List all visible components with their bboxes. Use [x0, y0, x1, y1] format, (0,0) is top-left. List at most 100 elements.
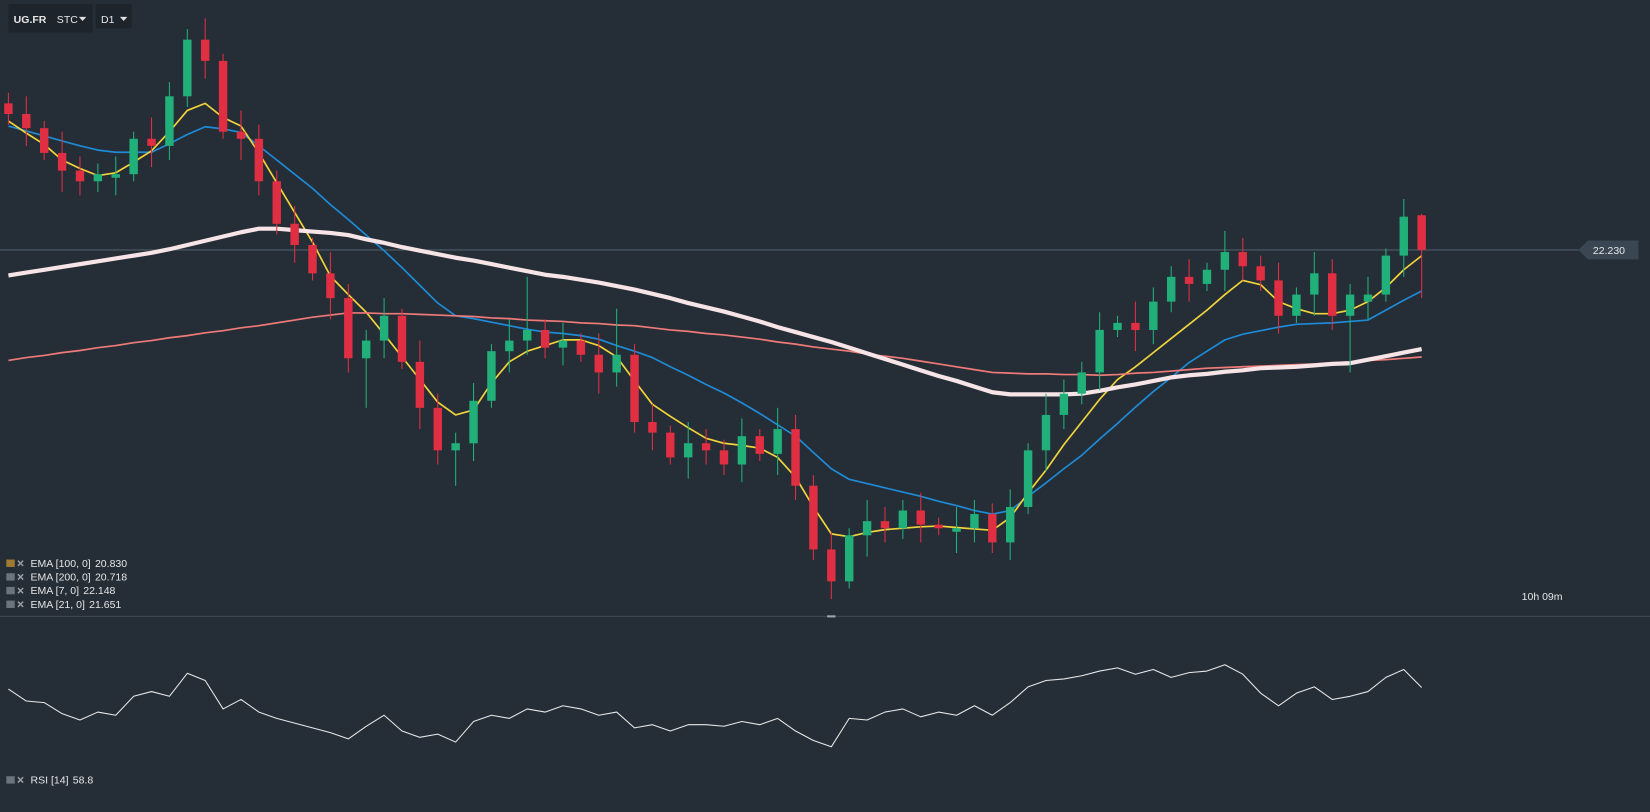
candle-body — [4, 103, 13, 114]
legend-remove[interactable] — [17, 587, 24, 594]
timeframe-selector[interactable]: D1 — [95, 4, 132, 29]
candle-body — [952, 528, 961, 532]
candle-body — [862, 521, 872, 536]
legend-entry[interactable]: EMA [200, 0] 20.718 — [6, 571, 127, 583]
candle-body — [111, 174, 120, 178]
legend-text: RSI [14] 58.8 — [31, 774, 94, 786]
candle-body — [487, 351, 496, 401]
legend-remove[interactable] — [17, 776, 24, 784]
candle-body — [218, 60, 228, 132]
candle-body — [1238, 252, 1247, 267]
ema-line — [7, 102, 1423, 538]
candle-body — [648, 422, 657, 433]
candle-body — [1363, 294, 1373, 302]
legend-value: 21.651 — [89, 599, 121, 611]
legend-icon — [6, 573, 15, 581]
legend-value: 58.8 — [73, 774, 94, 786]
candle-body — [1202, 269, 1212, 284]
candle-body — [1113, 322, 1122, 330]
candle-body — [1417, 215, 1426, 250]
timeframe-box — [95, 4, 132, 29]
pane-handle[interactable] — [827, 615, 836, 618]
legend-value: 20.830 — [95, 558, 127, 570]
candle-body — [594, 354, 603, 373]
candle-body — [272, 181, 281, 224]
candle-body — [540, 329, 550, 348]
candle-body — [1327, 273, 1337, 316]
candle-body — [988, 514, 997, 543]
candle-body — [934, 524, 943, 529]
candle-body — [308, 244, 317, 274]
candle-body — [809, 485, 818, 550]
candle-body — [22, 113, 31, 129]
legend-entry[interactable]: EMA [7, 0] 22.148 — [6, 585, 116, 597]
dropdown-arrow — [78, 16, 87, 22]
candle-body — [397, 315, 407, 362]
candle-body — [379, 315, 389, 341]
candle-body — [719, 450, 729, 465]
candle-body — [1077, 372, 1086, 394]
candle-body — [773, 429, 782, 454]
last-price-label: 22.230 — [1593, 245, 1625, 257]
legend-name: RSI [14] — [31, 774, 69, 786]
candle-body — [701, 443, 711, 451]
candle-body — [1184, 276, 1194, 284]
candle-body — [1005, 506, 1015, 543]
candle-body — [630, 354, 639, 423]
legend-value: 20.718 — [95, 571, 127, 583]
legend-text: EMA [100, 0] 20.830 — [31, 558, 128, 570]
legend-value: 22.148 — [83, 585, 115, 597]
candle-body — [576, 340, 586, 355]
candle-body — [1256, 266, 1265, 281]
candle-body — [666, 432, 675, 458]
timeframe: D1 — [101, 14, 115, 26]
candle-body — [1166, 276, 1176, 302]
candle-body — [1274, 280, 1283, 316]
legend-name: EMA [7, 0] — [31, 585, 80, 597]
candle-body — [236, 131, 246, 139]
candle-body — [200, 39, 210, 61]
candle-body — [433, 407, 442, 451]
candle-body — [1131, 322, 1140, 330]
candle-body — [57, 152, 67, 171]
legend-name: EMA [200, 0] — [31, 571, 91, 583]
candle-body — [1095, 329, 1104, 373]
symbol: UG.FR — [14, 14, 47, 26]
candle-body — [1220, 252, 1230, 270]
candle-body — [39, 128, 49, 153]
candle-body — [1310, 273, 1319, 295]
candle-body — [880, 521, 890, 529]
candle-body — [505, 340, 514, 352]
legend-remove[interactable] — [17, 560, 24, 567]
candle-body — [183, 39, 192, 97]
exchange: STC — [57, 14, 78, 26]
candle-body — [1149, 301, 1158, 330]
candle-body — [612, 354, 621, 373]
symbol-selector[interactable]: UG.FR STC — [8, 4, 93, 33]
legend-name: EMA [100, 0] — [31, 558, 91, 570]
legend-remove[interactable] — [17, 601, 24, 608]
candle-body — [755, 436, 764, 454]
ema-line — [8, 226, 1423, 397]
candle-body — [898, 510, 908, 529]
candle-body — [1023, 450, 1033, 507]
candle-body — [737, 436, 747, 465]
candle-body — [93, 174, 103, 182]
legend-entry[interactable]: EMA [100, 0] 20.830 — [6, 558, 127, 570]
legend-remove[interactable] — [17, 573, 24, 581]
candle-body — [361, 340, 371, 359]
legend-entry[interactable]: EMA [21, 0] 21.651 — [6, 599, 121, 611]
last-price-tag — [1578, 240, 1639, 260]
candle-body — [791, 429, 800, 486]
candle-body — [344, 298, 353, 359]
candle-body — [1345, 294, 1355, 316]
dropdown-arrow — [119, 16, 128, 22]
candle-body — [326, 273, 335, 299]
legend-icon — [6, 776, 15, 784]
candle-body — [1059, 393, 1069, 415]
rsi-legend[interactable]: RSI [14] 58.8 — [6, 774, 93, 786]
candle-body — [558, 340, 568, 348]
